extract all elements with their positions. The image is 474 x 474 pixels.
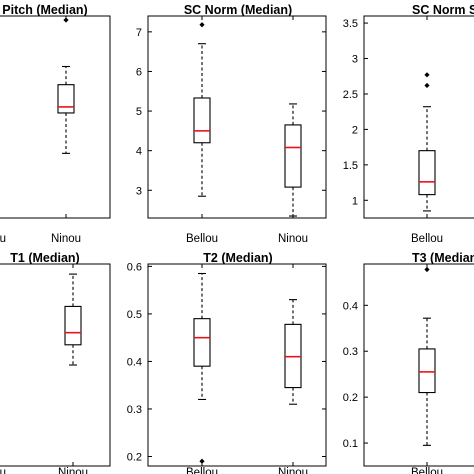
iqr-box	[418, 150, 436, 196]
category-label: Bellou	[0, 233, 6, 245]
y-tick-label: 3	[136, 185, 142, 197]
y-tick-label: 1	[352, 195, 358, 207]
y-tick-label: 4	[136, 146, 142, 158]
chart-panel: T2 (Median) 0.2 0.3 0.4 0.5 0.6 Bellou Ninou	[127, 251, 327, 474]
y-tick-label: 2	[352, 124, 358, 136]
box-bellou	[193, 22, 211, 197]
y-tick-label: 0.2	[127, 451, 142, 463]
axes-frame	[363, 263, 474, 467]
y-tick-label: 0.3	[343, 346, 358, 358]
axes-frame	[363, 15, 474, 219]
y-tick-label: 2.5	[343, 89, 358, 101]
axes-frame	[147, 15, 327, 219]
category-label: Bellou	[0, 467, 6, 474]
axes-frame	[0, 15, 111, 219]
y-tick-label: 0.3	[127, 404, 142, 416]
iqr-box	[418, 348, 436, 394]
category-label: Bellou	[186, 467, 218, 474]
iqr-box	[57, 84, 75, 114]
outlier-point	[63, 17, 69, 23]
chart-panel: SC Norm S 1 1.5 2 2.5 3 3.5 Bellou	[343, 3, 474, 245]
y-tick-label: 3.5	[343, 18, 358, 30]
y-tick-label: 1.5	[343, 160, 358, 172]
outlier-point	[199, 458, 205, 464]
chart-title: SC Norm S	[412, 3, 474, 17]
iqr-box	[193, 97, 211, 144]
iqr-box	[193, 318, 211, 367]
box-ninou	[284, 103, 302, 217]
y-tick-label: 0.2	[343, 392, 358, 404]
y-tick-label: 3	[352, 54, 358, 66]
axes-frame	[147, 263, 327, 467]
category-label: Ninou	[278, 233, 308, 245]
category-label: Ninou	[278, 467, 308, 474]
chart-title: Pitch (Median)	[2, 3, 87, 17]
box-bellou	[418, 266, 436, 446]
chart-title: SC Norm (Median)	[184, 3, 292, 17]
y-tick-label: 0.5	[127, 309, 142, 321]
outlier-point	[424, 266, 430, 273]
box-bellou	[193, 272, 211, 464]
y-tick-label: 6	[136, 66, 142, 78]
category-label: Bellou	[186, 233, 218, 245]
box-ninou	[57, 17, 75, 154]
y-tick-label: 0.6	[127, 261, 142, 273]
outlier-point	[199, 22, 205, 28]
y-tick-label: 0.1	[343, 438, 358, 450]
chart-panel: T3 (Median 0.1 0.2 0.3 0.4 Bellou	[343, 251, 474, 474]
chart-panel: Pitch (Median) Bellou Ninou	[0, 3, 111, 245]
chart-panel: SC Norm (Median) 3 4 5 6 7 Bellou Ninou	[136, 3, 327, 245]
box-ninou	[64, 273, 82, 366]
iqr-box	[64, 305, 82, 346]
axes-frame	[0, 263, 111, 467]
category-label: Bellou	[411, 467, 443, 474]
box-ninou	[284, 299, 302, 405]
outlier-point	[424, 82, 430, 89]
chart-title: T3 (Median	[412, 251, 474, 265]
category-label: Ninou	[51, 233, 81, 245]
y-tick-label: 0.4	[127, 356, 142, 368]
iqr-box	[284, 124, 302, 188]
chart-title: T2 (Median)	[203, 251, 272, 265]
category-label: Ninou	[58, 467, 88, 474]
box-bellou	[418, 72, 436, 212]
category-label: Bellou	[411, 233, 443, 245]
outlier-point	[424, 72, 430, 78]
chart-title: T1 (Median)	[10, 251, 79, 265]
y-tick-label: 5	[136, 106, 142, 118]
y-tick-label: 0.4	[343, 300, 358, 312]
y-tick-label: 7	[136, 27, 142, 39]
chart-panel: T1 (Median) Bellou Ninou	[0, 251, 111, 474]
